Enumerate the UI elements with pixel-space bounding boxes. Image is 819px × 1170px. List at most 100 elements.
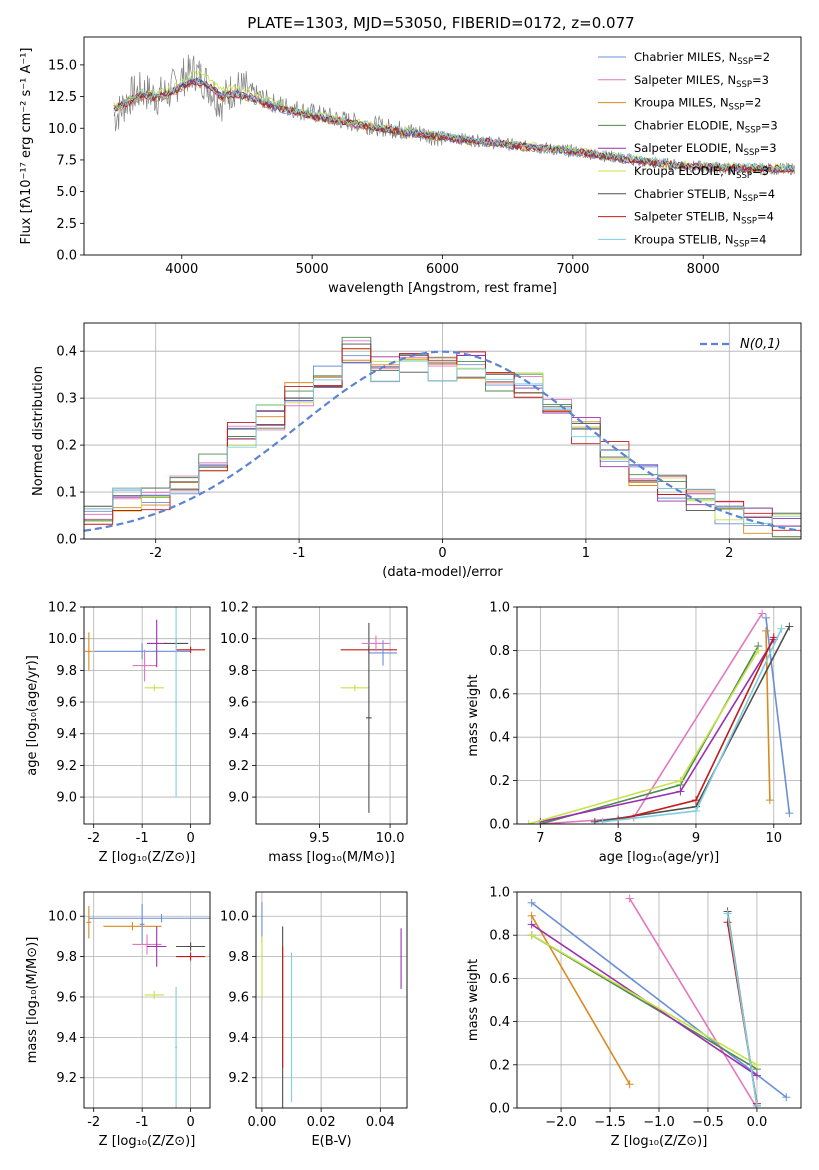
y-tick-label: 0.4 — [489, 731, 510, 746]
errorbar — [132, 649, 157, 682]
legend-entry-label: Chabrier STELIB, NSSP=4 — [634, 187, 775, 204]
y-axis-label: mass weight — [466, 674, 481, 756]
mass-weight-line — [531, 902, 787, 1098]
y-tick-label: 9.6 — [56, 990, 77, 1005]
massweight-vs-age-panel: 7 8 9 10 0.0 0.2 0.4 0.6 0.8 1.0 age [log₁₀(age/yr… — [466, 601, 802, 865]
x-axis-label: Z [log₁₀(Z/Z⊙)] — [99, 1134, 196, 1149]
gaussian-curve — [84, 350, 801, 532]
x-tick-label: 0 — [186, 831, 194, 846]
x-tick-label: −2.0 — [545, 1115, 577, 1130]
x-tick-label: 8 — [614, 831, 622, 846]
x-tick-label: 0 — [438, 546, 446, 561]
legend-subscript: SSP — [744, 148, 760, 158]
x-tick-label: 1 — [582, 546, 590, 561]
y-tick-label: 10.2 — [220, 601, 249, 616]
mass-weight-line — [628, 898, 758, 1108]
errorbar — [366, 622, 372, 813]
spectrum-panel: 4000 5000 6000 7000 8000 0.0 2.5 5.0 7.5 10.0 12.5… — [19, 36, 802, 296]
x-tick-label: 5000 — [296, 262, 329, 277]
legend-text-part: =3 — [752, 164, 769, 178]
y-tick-label: 0.0 — [56, 249, 77, 264]
y-tick-label: 9.0 — [228, 791, 249, 806]
legend-subscript: SSP — [734, 239, 750, 249]
y-tick-label: 0.4 — [56, 345, 77, 360]
axes-frame — [83, 322, 802, 540]
spectrum-plot-area — [113, 54, 795, 176]
x-tick-label: 6000 — [426, 262, 459, 277]
x-tick-label: −1.0 — [643, 1115, 675, 1130]
y-tick-label: 9.4 — [56, 727, 77, 742]
mass-vs-ebv-plot-area — [261, 902, 402, 1108]
axes-frame — [255, 606, 408, 825]
legend-entry-label: Salpeter MILES, NSSP=3 — [634, 73, 769, 90]
axes-frame — [516, 606, 802, 825]
axes-frame — [516, 891, 802, 1109]
y-tick-label: 1.0 — [489, 601, 510, 616]
x-tick-label: 0 — [186, 1115, 194, 1130]
legend-entry-label: N(0,1) — [740, 337, 781, 352]
y-tick-label: 0.1 — [56, 486, 77, 501]
x-tick-label: -2 — [87, 831, 100, 846]
mass-weight-line — [765, 617, 791, 814]
age-vs-mass-panel: 9.5 10.0 9.0 9.2 9.4 9.6 9.8 10.0 10.2 mass [log₁… — [220, 601, 408, 865]
errorbar — [139, 904, 145, 945]
y-tick-label: 9.2 — [228, 1071, 249, 1086]
x-tick-label: −0.5 — [692, 1115, 724, 1130]
x-axis-label: (data-model)/error — [382, 565, 503, 580]
mass-vs-ebv-panel: 0.00 0.02 0.04 9.2 9.4 9.6 9.8 10.0 E(B-V) — [220, 891, 408, 1149]
chart-title: PLATE=1303, MJD=53050, FIBERID=0172, z=0… — [247, 14, 634, 32]
age-vs-Z-plot-area — [84, 607, 206, 798]
x-tick-label: 0.00 — [247, 1115, 276, 1130]
y-tick-label: 0.6 — [489, 687, 510, 702]
axes-frame — [83, 606, 211, 825]
y-tick-label: 0.2 — [489, 1058, 510, 1073]
legend-entry-label: Salpeter STELIB, NSSP=4 — [634, 210, 774, 227]
x-tick-label: 0.0 — [747, 1115, 768, 1130]
legend-text-part: Chabrier STELIB, N — [634, 187, 742, 201]
legend-text-part: Chabrier MILES, N — [634, 50, 737, 64]
histogram-step-line — [84, 360, 801, 524]
y-tick-label: 0.0 — [489, 1102, 510, 1117]
y-tick-label: 0.0 — [489, 818, 510, 833]
y-tick-label: 9.4 — [56, 1031, 77, 1046]
errorbar — [144, 684, 164, 691]
legend-text-part: =4 — [757, 210, 774, 224]
x-tick-label: -1 — [136, 831, 149, 846]
legend-text-part: =3 — [761, 118, 778, 132]
legend-subscript: SSP — [729, 103, 745, 113]
y-tick-label: 0.0 — [56, 533, 77, 548]
legend-text-part: Kroupa STELIB, N — [634, 232, 734, 246]
y-tick-label: 9.8 — [56, 950, 77, 965]
y-axis-label: Flux [fλ10⁻¹⁷ erg cm⁻² s⁻¹ A⁻¹] — [19, 48, 34, 245]
errorbar — [86, 906, 92, 939]
y-tick-label: 9.2 — [56, 759, 77, 774]
legend-text-part: =4 — [749, 232, 766, 246]
y-tick-label: 9.2 — [228, 759, 249, 774]
age-vs-mass-plot-area — [340, 622, 398, 813]
errorbar — [361, 635, 391, 652]
x-tick-label: -2 — [149, 546, 162, 561]
y-axis-label: Normed distribution — [31, 366, 46, 496]
y-tick-label: 10.0 — [48, 910, 77, 925]
legend-subscript: SSP — [745, 125, 761, 135]
histogram-step-line — [84, 353, 801, 520]
y-tick-label: 12.5 — [48, 90, 77, 105]
errorbar — [88, 914, 210, 923]
axes-frame — [255, 891, 408, 1109]
errorbar — [340, 684, 369, 691]
errorbar — [103, 922, 162, 931]
x-tick-label: 7 — [536, 831, 544, 846]
x-tick-label: -1 — [293, 546, 306, 561]
y-tick-label: 9.6 — [228, 696, 249, 711]
spectrum-legend: Chabrier MILES, NSSP=2 Salpeter MILES, NS… — [598, 50, 778, 249]
y-tick-label: 9.8 — [56, 664, 77, 679]
legend-entry-label: Chabrier MILES, NSSP=2 — [634, 50, 770, 67]
legend-subscript: SSP — [737, 57, 753, 67]
model-spectrum-line — [113, 78, 795, 173]
x-tick-label: 9.5 — [309, 831, 330, 846]
y-tick-label: 5.0 — [56, 185, 77, 200]
mass-weight-line — [531, 934, 758, 1066]
legend-subscript: SSP — [736, 80, 752, 90]
legend-entry-label: Salpeter ELODIE, NSSP=3 — [634, 141, 777, 158]
